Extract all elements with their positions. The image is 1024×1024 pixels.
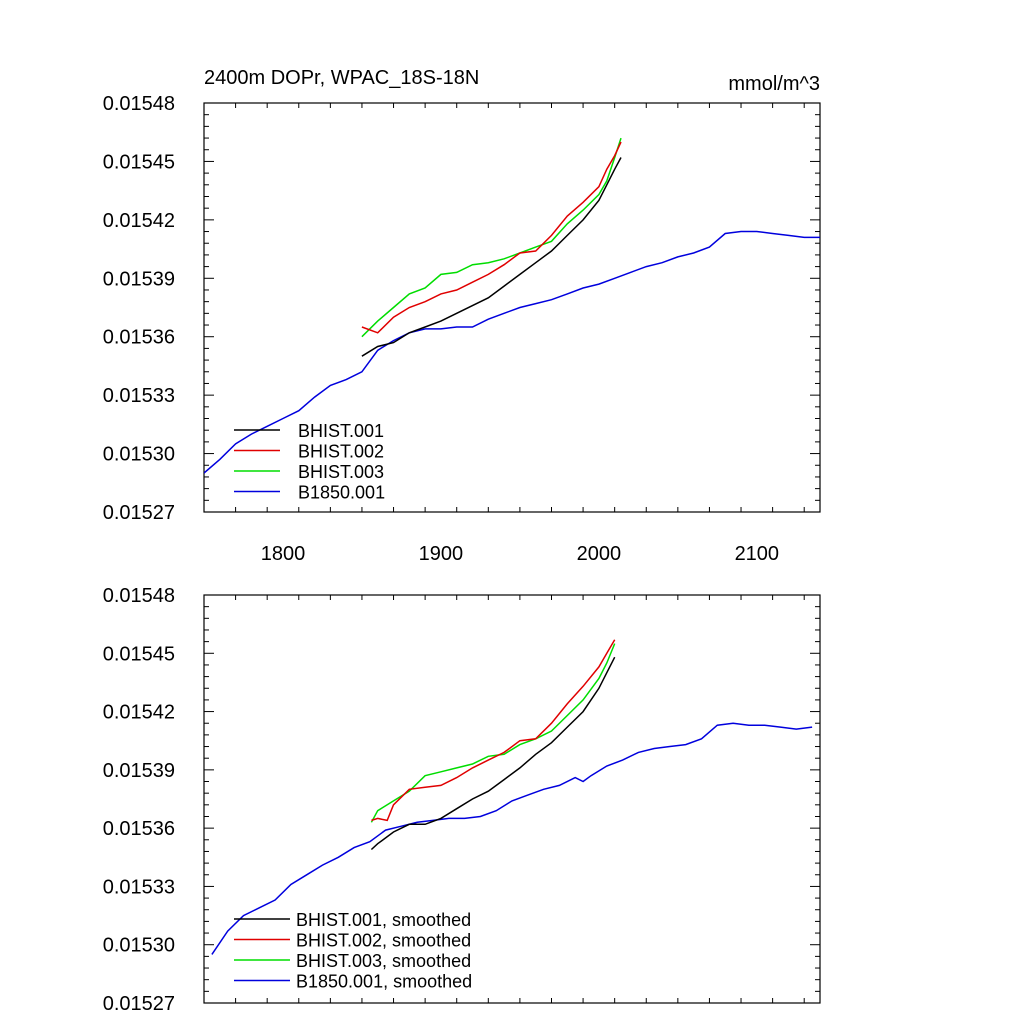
chart-title: 2400m DOPr, WPAC_18S-18N bbox=[204, 67, 479, 89]
series-line-bhist-002 bbox=[361, 141, 622, 334]
series-line-bhist-002-smoothed bbox=[371, 639, 616, 822]
x-tick-label: 2100 bbox=[735, 543, 780, 565]
series-line-bhist-001 bbox=[361, 157, 622, 357]
y-tick-label: 0.01527 bbox=[103, 502, 175, 524]
legend-label-bhist-002: BHIST.002 bbox=[298, 442, 384, 462]
y-tick-label: 0.01536 bbox=[103, 327, 175, 349]
series-line-b1850-001 bbox=[204, 230, 820, 474]
y-tick-label: 0.01545 bbox=[103, 151, 175, 173]
y-tick-label: 0.01545 bbox=[103, 643, 175, 665]
legend-label-bhist-001: BHIST.001 bbox=[298, 421, 384, 441]
legend-label-bhist-002-smoothed: BHIST.002, smoothed bbox=[296, 931, 471, 951]
plot-frame bbox=[203, 102, 821, 513]
y-tick-label: 0.01542 bbox=[103, 210, 175, 232]
y-tick-label: 0.01527 bbox=[103, 993, 175, 1015]
series-line-bhist-001-smoothed bbox=[370, 656, 616, 851]
y-tick-label: 0.01533 bbox=[103, 385, 175, 407]
x-tick-label: 2000 bbox=[577, 543, 622, 565]
x-tick-label: 1900 bbox=[419, 543, 464, 565]
legend-label-b1850-001-smoothed: B1850.001, smoothed bbox=[296, 972, 472, 992]
top-panel: 0.01527 0.01530 0.01533 0.01536 0.01539 0.015… bbox=[103, 93, 821, 565]
plot-frame bbox=[203, 594, 821, 1004]
y-tick-label: 0.01548 bbox=[103, 93, 175, 115]
x-tick-label: 1800 bbox=[261, 543, 306, 565]
y-tick-label: 0.01542 bbox=[103, 702, 175, 724]
y-tick-label: 0.01548 bbox=[103, 585, 175, 607]
y-tick-label: 0.01530 bbox=[103, 935, 175, 957]
legend-label-b1850-001: B1850.001 bbox=[298, 483, 385, 503]
series-line-bhist-003-smoothed bbox=[370, 643, 616, 823]
y-tick-label: 0.01533 bbox=[103, 876, 175, 898]
y-tick-label: 0.01539 bbox=[103, 268, 175, 290]
series-line-b1850-001-smoothed bbox=[211, 722, 813, 955]
units-label: mmol/m^3 bbox=[728, 73, 820, 95]
y-tick-label: 0.01536 bbox=[103, 818, 175, 840]
legend-label-bhist-001-smoothed: BHIST.001, smoothed bbox=[296, 910, 471, 930]
legend-label-bhist-003: BHIST.003 bbox=[298, 462, 384, 482]
bottom-panel: 0.01527 0.01530 0.01533 0.01536 0.01539 0.015… bbox=[103, 585, 821, 1015]
y-tick-label: 0.01530 bbox=[103, 444, 175, 466]
series-line-bhist-003 bbox=[361, 137, 622, 338]
legend-label-bhist-003-smoothed: BHIST.003, smoothed bbox=[296, 951, 471, 971]
y-tick-label: 0.01539 bbox=[103, 760, 175, 782]
